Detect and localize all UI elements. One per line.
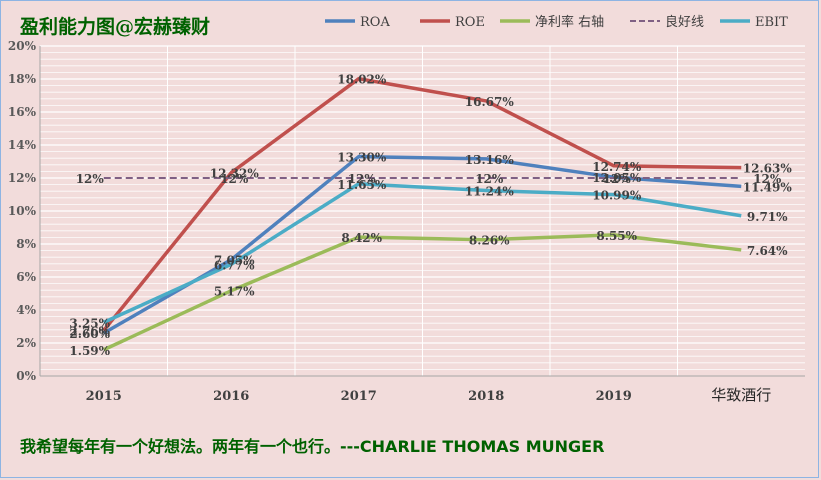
x-tick-label: 2015 — [86, 389, 122, 404]
data-label: 6.77% — [214, 258, 255, 272]
data-label: 8.55% — [596, 229, 637, 243]
legend-label-0: ROA — [360, 15, 390, 30]
data-label: 12.63% — [743, 162, 793, 176]
y-tick-label: 16% — [8, 105, 37, 119]
data-label: 16.67% — [465, 95, 515, 109]
data-label: 12.32% — [210, 167, 260, 181]
data-label: 10.99% — [592, 189, 642, 203]
data-label: 13.16% — [465, 153, 515, 167]
data-label: 1.59% — [69, 344, 110, 358]
munger-quote: 我希望每年有一个好想法。两年有一个也行。---CHARLIE THOMAS MU… — [20, 437, 605, 456]
data-label: 2.60% — [69, 327, 110, 341]
legend-label-3: 良好线 — [665, 14, 704, 30]
data-label: 8.42% — [341, 231, 382, 245]
chart-title: 盈利能力图@宏赫臻财 — [19, 15, 210, 38]
data-label: 9.71% — [747, 210, 788, 224]
legend-label-4: EBIT — [755, 15, 788, 30]
y-tick-label: 2% — [16, 336, 36, 350]
y-tick-label: 10% — [8, 204, 37, 218]
data-label: 12% — [475, 172, 504, 186]
y-tick-label: 8% — [16, 237, 36, 251]
series-line-4 — [103, 182, 742, 324]
data-label: 8.26% — [469, 234, 510, 248]
series-line-1 — [102, 76, 742, 332]
y-tick-label: 6% — [16, 270, 36, 284]
data-label: 11.49% — [743, 180, 793, 194]
y-tick-label: 0% — [16, 369, 36, 383]
y-tick-label: 12% — [8, 171, 37, 185]
data-label: 11.65% — [337, 178, 387, 192]
x-tick-label: 2018 — [468, 389, 504, 404]
x-tick-label: 2016 — [213, 389, 249, 404]
data-label: 11.24% — [465, 185, 515, 199]
x-tick-label: 2017 — [341, 389, 377, 404]
data-label: 12.74% — [592, 160, 642, 174]
data-label: 12% — [603, 172, 632, 186]
data-label: 18.02% — [337, 73, 387, 87]
data-label: 12% — [220, 172, 249, 186]
data-label: 12.05% — [592, 171, 642, 185]
data-label: 12% — [753, 172, 782, 186]
x-tick-label: 华致酒行 — [711, 386, 771, 404]
data-label: 12% — [348, 172, 377, 186]
y-tick-label: 18% — [8, 72, 37, 86]
series-line-2 — [103, 233, 742, 352]
x-tick-label: 2019 — [596, 389, 632, 404]
y-tick-label: 20% — [8, 39, 37, 53]
data-label: 7.05% — [214, 254, 255, 268]
data-label: 3.25% — [69, 316, 110, 330]
legend-label-2: 净利率 右轴 — [535, 14, 604, 30]
profitability-line-chart: 0% 2% 4% 6% 8% 10% 12% 14% 16% 18% 20% 2015 2016 2017… — [8, 14, 805, 404]
data-label: 13.30% — [337, 151, 387, 165]
data-label: 5.17% — [214, 285, 255, 299]
data-label: 12% — [76, 172, 105, 186]
data-label: 2.76% — [69, 324, 110, 338]
y-tick-label: 14% — [8, 138, 37, 152]
legend-label-1: ROE — [455, 15, 485, 30]
data-label: 7.64% — [747, 244, 788, 258]
y-tick-label: 4% — [16, 303, 36, 317]
